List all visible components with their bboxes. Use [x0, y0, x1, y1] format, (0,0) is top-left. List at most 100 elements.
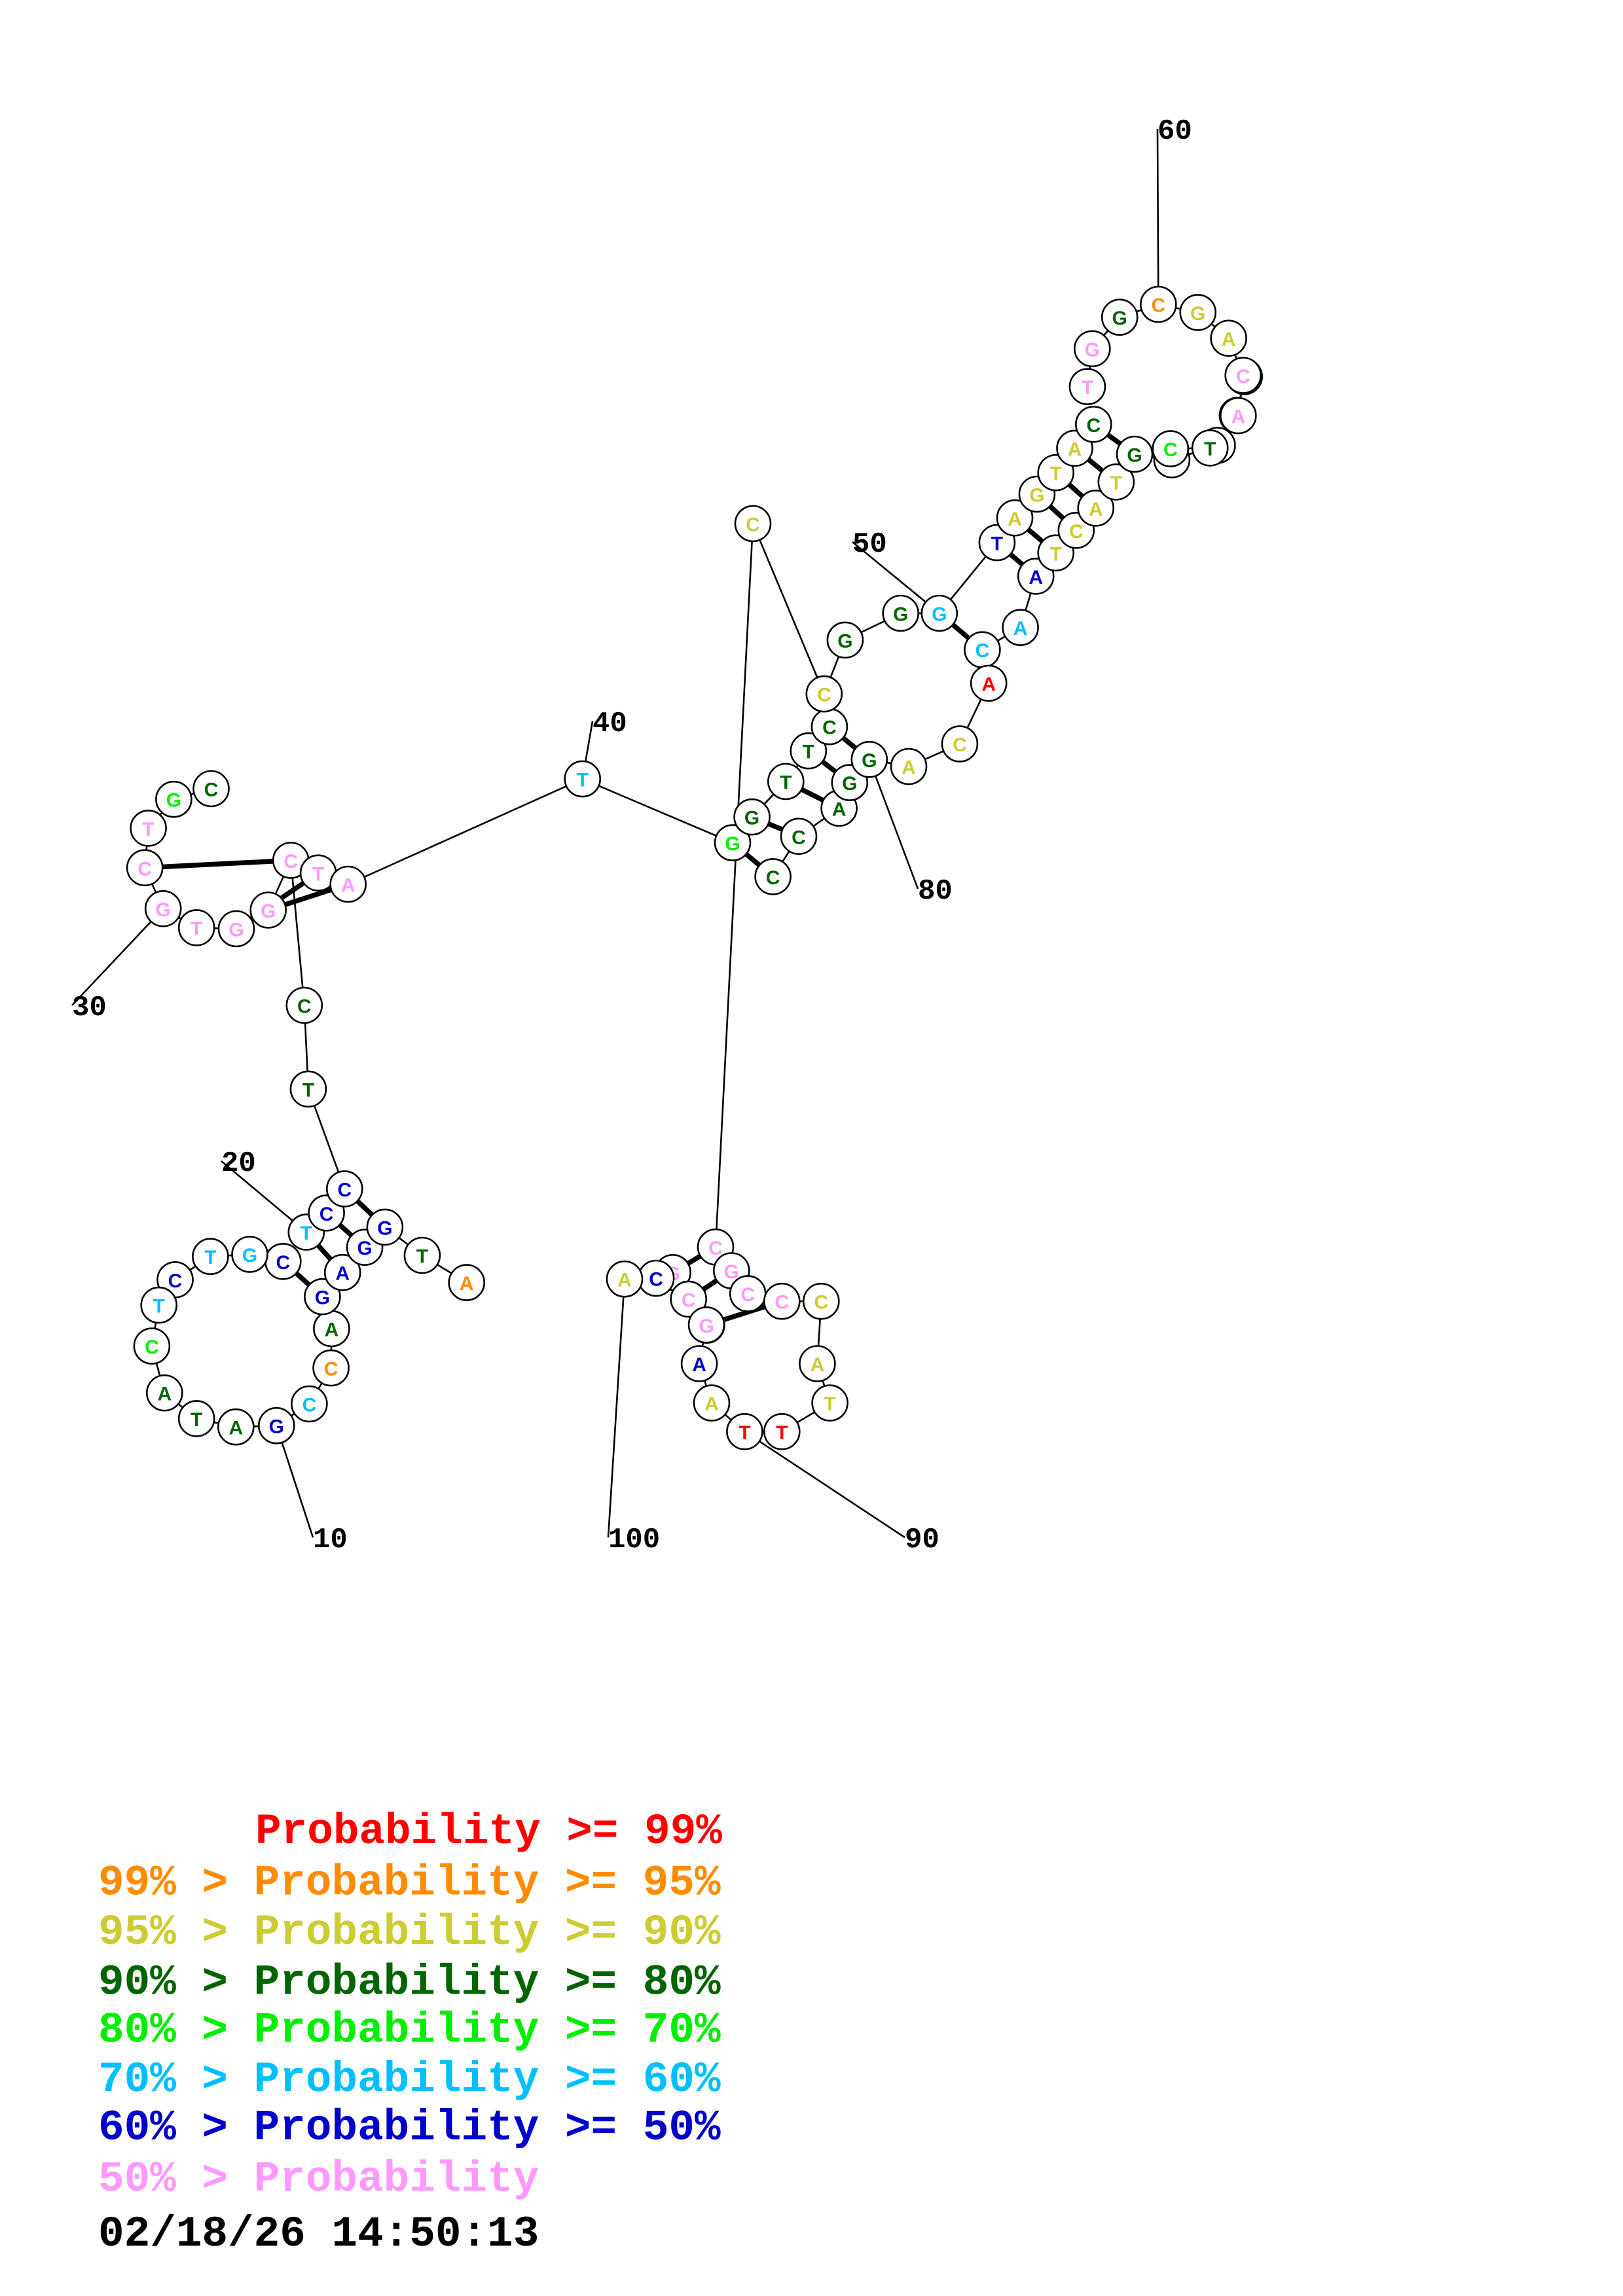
svg-text:C: C	[276, 1252, 290, 1274]
svg-text:A: A	[981, 673, 996, 695]
svg-text:C: C	[1086, 415, 1101, 437]
svg-text:C: C	[204, 780, 219, 801]
svg-text:T: T	[739, 1422, 750, 1444]
svg-text:A: A	[335, 1263, 350, 1285]
svg-text:A: A	[325, 1319, 339, 1341]
svg-text:60% > Probability >= 50%: 60% > Probability >= 50%	[98, 2104, 721, 2153]
svg-text:T: T	[1082, 377, 1093, 399]
svg-text:C: C	[302, 1395, 317, 1416]
svg-text:G: G	[242, 1245, 257, 1266]
svg-text:70% > Probability >= 60%: 70% > Probability >= 60%	[98, 2055, 721, 2104]
svg-text:C: C	[168, 1270, 183, 1292]
svg-text:C: C	[740, 1284, 755, 1306]
svg-text:G: G	[315, 1287, 330, 1309]
svg-text:A: A	[832, 798, 847, 820]
svg-text:10: 10	[313, 1524, 348, 1556]
svg-text:90% > Probability >= 80%: 90% > Probability >= 80%	[98, 1958, 721, 2007]
svg-text:A: A	[704, 1393, 719, 1415]
svg-text:G: G	[1127, 445, 1142, 467]
svg-text:C: C	[682, 1289, 696, 1311]
svg-text:C: C	[1236, 366, 1250, 387]
svg-text:C: C	[1151, 295, 1165, 317]
svg-text:G: G	[1112, 308, 1127, 329]
svg-text:G: G	[932, 604, 947, 626]
svg-text:G: G	[156, 899, 171, 921]
svg-text:C: C	[822, 717, 837, 739]
svg-text:C: C	[817, 685, 831, 706]
svg-text:G: G	[842, 773, 857, 795]
svg-text:A: A	[617, 1270, 632, 1291]
svg-text:T: T	[153, 1296, 165, 1318]
svg-text:60: 60	[1158, 115, 1192, 148]
svg-text:C: C	[649, 1269, 663, 1291]
svg-text:G: G	[1029, 485, 1044, 507]
svg-text:T: T	[1204, 439, 1216, 460]
svg-text:99% > Probability >= 95%: 99% > Probability >= 95%	[98, 1859, 721, 1908]
svg-text:C: C	[766, 867, 780, 889]
svg-text:T: T	[302, 1079, 314, 1101]
svg-text:T: T	[416, 1246, 428, 1268]
svg-text:C: C	[1069, 521, 1084, 543]
svg-text:G: G	[166, 790, 181, 812]
svg-text:40: 40	[593, 708, 627, 740]
svg-text:C: C	[145, 1336, 159, 1358]
svg-text:A: A	[228, 1418, 243, 1439]
svg-text:T: T	[577, 770, 589, 791]
svg-text:T: T	[191, 918, 202, 940]
svg-text:G: G	[725, 833, 740, 855]
svg-text:G: G	[699, 1316, 714, 1337]
svg-text:A: A	[1068, 439, 1082, 460]
svg-text:90: 90	[905, 1524, 939, 1556]
svg-text:C: C	[792, 827, 806, 848]
svg-text:T: T	[301, 1223, 312, 1244]
svg-text:C: C	[1163, 439, 1178, 461]
svg-text:C: C	[137, 858, 152, 880]
svg-text:A: A	[341, 875, 356, 897]
svg-text:T: T	[824, 1393, 835, 1415]
svg-text:C: C	[775, 1292, 789, 1314]
svg-text:A: A	[1029, 567, 1043, 588]
svg-text:A: A	[692, 1354, 706, 1376]
svg-text:80: 80	[918, 875, 953, 908]
svg-text:02/18/26 14:50:13: 02/18/26 14:50:13	[98, 2210, 539, 2259]
svg-text:T: T	[803, 742, 814, 763]
svg-text:A: A	[460, 1273, 474, 1295]
svg-text:T: T	[204, 1247, 216, 1268]
svg-text:C: C	[283, 851, 298, 872]
svg-text:T: T	[1050, 463, 1062, 485]
svg-text:T: T	[780, 772, 792, 794]
svg-text:G: G	[228, 920, 244, 941]
svg-text:T: T	[1050, 543, 1062, 565]
svg-text:C: C	[337, 1179, 352, 1201]
svg-text:A: A	[1008, 509, 1022, 530]
svg-text:G: G	[1085, 339, 1100, 361]
svg-text:50% > Probability: 50% > Probability	[98, 2155, 539, 2204]
svg-text:T: T	[776, 1422, 788, 1444]
svg-text:T: T	[191, 1409, 202, 1431]
svg-text:G: G	[357, 1238, 372, 1259]
svg-text:C: C	[746, 514, 760, 536]
svg-text:Probability >= 99%: Probability >= 99%	[255, 1807, 722, 1856]
svg-text:T: T	[991, 533, 1003, 555]
svg-text:C: C	[976, 640, 990, 662]
svg-text:A: A	[1222, 329, 1236, 350]
svg-text:T: T	[312, 863, 324, 885]
svg-text:100: 100	[608, 1524, 660, 1556]
svg-text:G: G	[744, 808, 759, 829]
svg-text:G: G	[837, 630, 852, 652]
svg-text:A: A	[902, 757, 916, 779]
svg-text:A: A	[811, 1354, 825, 1376]
svg-text:A: A	[1231, 406, 1245, 428]
svg-text:30: 30	[72, 992, 107, 1024]
svg-text:G: G	[893, 604, 908, 626]
svg-text:C: C	[953, 734, 967, 756]
svg-text:C: C	[814, 1292, 828, 1314]
svg-text:A: A	[1013, 618, 1028, 639]
svg-text:G: G	[377, 1217, 392, 1239]
svg-text:A: A	[157, 1384, 172, 1405]
svg-text:C: C	[297, 996, 312, 1018]
svg-text:T: T	[142, 819, 154, 840]
svg-text:C: C	[319, 1204, 334, 1225]
svg-text:50: 50	[852, 528, 887, 561]
svg-text:G: G	[1190, 303, 1205, 325]
